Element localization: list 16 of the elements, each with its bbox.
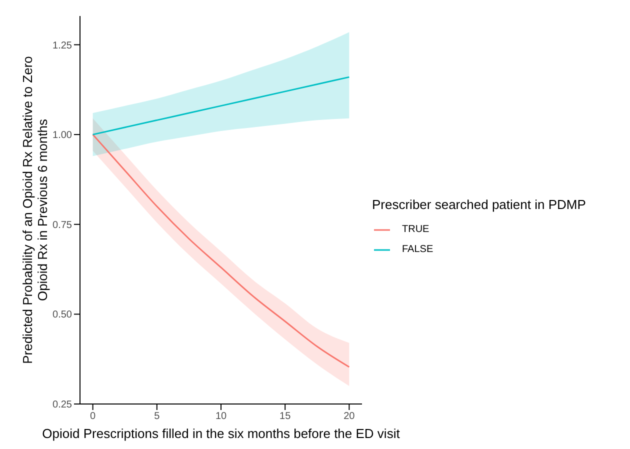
y-tick-label: 0.75: [52, 220, 72, 231]
y-tick-label: 0.25: [52, 400, 72, 411]
legend-title: Prescriber searched patient in PDMP: [372, 196, 587, 212]
line-series: [92, 76, 350, 136]
x-tick-label: 20: [344, 411, 356, 422]
x-tick-label: 0: [90, 411, 96, 422]
y-tick-label: 1.25: [52, 40, 72, 52]
x-tick-label: 10: [215, 411, 227, 422]
legend-label: TRUE: [402, 224, 430, 235]
y-tick-label: 1.00: [52, 130, 72, 142]
x-tick-label: 5: [154, 411, 160, 422]
x-tick-label: 15: [280, 411, 292, 422]
x-axis-title: Opioid Prescriptions filled in the six months before the ED visit: [42, 426, 400, 441]
legend-label: FALSE: [402, 244, 434, 255]
y-tick-label: 0.50: [52, 310, 72, 321]
y-axis-title: Predicted Probability of an Opioid Rx Relative to Zero Opioid Rx in Previous 6 months: [20, 56, 50, 364]
